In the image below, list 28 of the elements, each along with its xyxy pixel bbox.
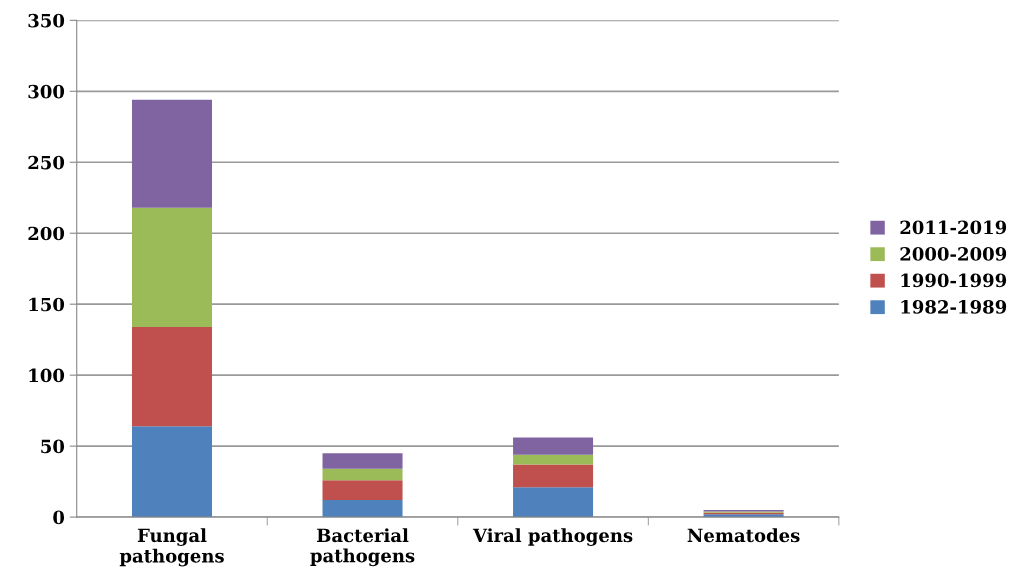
bar xyxy=(131,326,212,427)
bar xyxy=(131,99,212,208)
legend-label: 1982-1989 xyxy=(901,300,1007,314)
bar xyxy=(322,453,403,469)
y-tick-label: 150 xyxy=(29,297,65,312)
x-tick-label: Bacterial pathogens xyxy=(310,528,415,567)
y-tick-label: 50 xyxy=(41,439,65,454)
legend-label: 2000-2009 xyxy=(900,247,1007,261)
bar xyxy=(513,487,594,518)
y-tick-label: 200 xyxy=(28,226,65,241)
bar xyxy=(131,207,212,327)
bar xyxy=(513,464,594,488)
legend-label: 2011-2019 xyxy=(900,220,1007,235)
x-tick-label: Fungal pathogens xyxy=(119,528,224,567)
y-tick-label: 0 xyxy=(53,510,65,525)
bar xyxy=(131,426,212,518)
bar xyxy=(322,468,403,481)
bar xyxy=(322,480,403,501)
y-tick-label: 250 xyxy=(28,155,65,170)
y-tick-label: 100 xyxy=(29,368,65,383)
bar xyxy=(513,454,594,465)
x-tick-label: Viral pathogens xyxy=(472,528,633,546)
y-tick-label: 350 xyxy=(28,13,65,28)
legend-label: 1990-1999 xyxy=(901,273,1007,288)
x-tick-label: Nematodes xyxy=(687,528,800,543)
bar xyxy=(322,500,403,518)
bar xyxy=(513,437,594,455)
y-tick-label: 300 xyxy=(28,84,65,99)
